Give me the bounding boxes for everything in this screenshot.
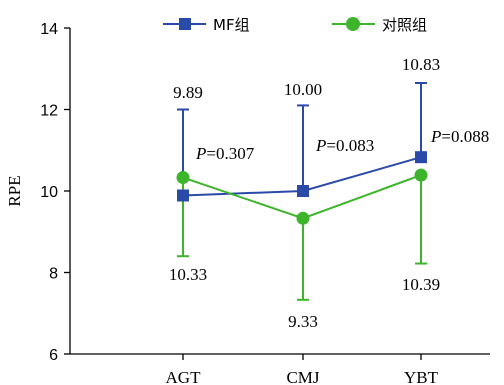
legend-mf-label: MF组 bbox=[213, 16, 250, 34]
point-control bbox=[176, 171, 190, 185]
point-control bbox=[296, 211, 310, 225]
x-tick-label: AGT bbox=[166, 368, 202, 385]
x-tick-label: YBT bbox=[404, 368, 439, 385]
point-control bbox=[414, 168, 428, 182]
p-value: =0.083 bbox=[326, 136, 374, 155]
x-ticks: AGT CMJ YBT bbox=[166, 354, 439, 385]
p-value: =0.088 bbox=[441, 127, 489, 146]
p-symbol: P bbox=[315, 136, 326, 155]
p-value: =0.307 bbox=[206, 144, 254, 163]
p-value-annotations: P=0.307 P=0.083 P=0.088 bbox=[195, 127, 489, 163]
p-value-label: P=0.083 bbox=[315, 136, 374, 155]
legend-item-control: 对照组 bbox=[332, 16, 427, 34]
series-markers bbox=[176, 151, 428, 225]
legend-mf-square-icon bbox=[179, 18, 191, 30]
y-tick-label: 12 bbox=[40, 103, 58, 120]
x-tick-label: CMJ bbox=[286, 368, 319, 385]
point-mf bbox=[177, 189, 189, 202]
value-label-control: 9.33 bbox=[288, 312, 318, 331]
value-label-control: 10.33 bbox=[169, 265, 207, 284]
p-symbol: P bbox=[195, 144, 206, 163]
value-labels: 9.89 10.33 10.00 9.33 10.83 10.39 bbox=[169, 55, 440, 331]
legend: MF组 对照组 bbox=[163, 16, 427, 34]
y-ticks: 6 8 10 12 14 bbox=[40, 21, 70, 364]
y-tick-label: 14 bbox=[40, 21, 58, 38]
p-symbol: P bbox=[430, 127, 441, 146]
value-label-control: 10.39 bbox=[402, 275, 440, 294]
point-mf bbox=[297, 185, 309, 197]
y-tick-label: 6 bbox=[49, 347, 58, 364]
point-mf bbox=[415, 151, 427, 164]
y-axis-label: RPE bbox=[5, 175, 24, 206]
axes: RPE bbox=[5, 28, 490, 355]
value-label-mf: 9.89 bbox=[173, 83, 203, 102]
p-value-label: P=0.307 bbox=[195, 144, 255, 163]
value-label-mf: 10.83 bbox=[402, 55, 440, 74]
legend-item-mf: MF组 bbox=[163, 16, 250, 34]
legend-control-label: 对照组 bbox=[382, 16, 427, 34]
y-tick-label: 10 bbox=[40, 184, 58, 201]
value-label-mf: 10.00 bbox=[284, 80, 322, 99]
legend-control-circle-icon bbox=[346, 17, 360, 31]
p-value-label: P=0.088 bbox=[430, 127, 489, 146]
y-tick-label: 8 bbox=[49, 266, 58, 283]
